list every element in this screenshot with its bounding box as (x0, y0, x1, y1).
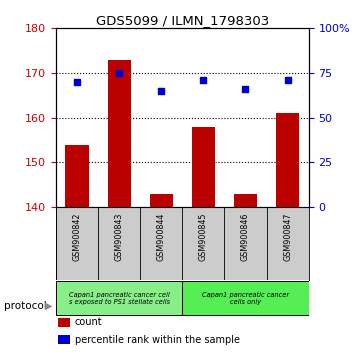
Title: GDS5099 / ILMN_1798303: GDS5099 / ILMN_1798303 (96, 14, 269, 27)
Text: GSM900844: GSM900844 (157, 213, 166, 261)
Bar (192, 127, 215, 207)
Text: percentile rank within the sample: percentile rank within the sample (75, 335, 240, 344)
Point (158, 88, 164, 94)
Bar (58, 318, 70, 327)
Text: protocol: protocol (4, 301, 46, 311)
Text: Capan1 pancreatic cancer cell
s exposed to PS1 stellate cells: Capan1 pancreatic cancer cell s exposed … (69, 291, 170, 305)
Bar (58, 335, 70, 344)
Point (200, 77, 206, 82)
Point (243, 86, 248, 92)
Bar (56, 281, 182, 315)
Text: GSM900845: GSM900845 (199, 213, 208, 262)
Bar (108, 59, 131, 207)
Text: GSM900847: GSM900847 (283, 213, 292, 262)
Bar (276, 113, 299, 207)
Point (116, 70, 122, 76)
Point (74, 79, 80, 85)
Text: Capan1 pancreatic cancer
cells only: Capan1 pancreatic cancer cells only (202, 291, 289, 304)
Bar (182, 281, 309, 315)
Text: count: count (75, 317, 103, 327)
Text: GSM900846: GSM900846 (241, 213, 250, 261)
Bar (65, 144, 88, 207)
Point (285, 77, 291, 82)
Bar (150, 194, 173, 207)
Text: GSM900843: GSM900843 (115, 213, 123, 261)
Text: GSM900842: GSM900842 (73, 213, 82, 262)
Bar (234, 194, 257, 207)
Text: ▶: ▶ (45, 301, 52, 311)
